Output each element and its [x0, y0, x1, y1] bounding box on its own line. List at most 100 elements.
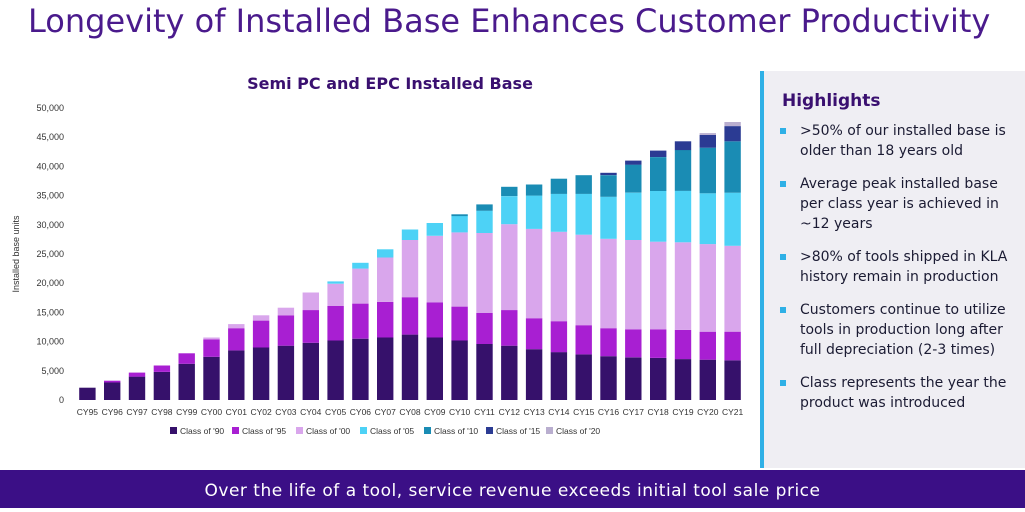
legend-swatch — [546, 427, 553, 434]
bar-segment — [252, 315, 270, 321]
bar-segment — [228, 328, 245, 351]
bar-segment — [302, 310, 319, 343]
legend-swatch — [424, 427, 431, 434]
panel-accent-bar — [760, 71, 764, 468]
y-tick-label: 20,000 — [36, 278, 64, 288]
bar-segment — [525, 184, 543, 196]
x-tick-label: CY09 — [424, 407, 446, 417]
bar-segment — [650, 157, 667, 191]
footer-banner: Over the life of a tool, service revenue… — [0, 470, 1025, 508]
chart-area: Semi PC and EPC Installed Base Installed … — [0, 62, 760, 462]
x-tick-label: CY98 — [151, 407, 173, 417]
bullet-icon — [780, 181, 786, 187]
bar-segment — [476, 313, 493, 344]
bar-segment — [525, 195, 543, 229]
bar-segment — [575, 175, 592, 194]
bar-segment — [153, 365, 171, 372]
bar-segment — [377, 257, 394, 302]
bar-segment — [327, 283, 344, 306]
bar-segment — [699, 133, 716, 135]
bullet-icon — [780, 254, 786, 260]
bar-segment — [228, 350, 245, 400]
legend-swatch — [296, 427, 303, 434]
bar-segment — [228, 324, 245, 329]
bar-segment — [277, 307, 295, 316]
x-tick-label: CY21 — [722, 407, 744, 417]
bar-segment — [426, 302, 443, 338]
bullet-icon — [780, 307, 786, 313]
bar-segment — [550, 231, 568, 322]
y-tick-label: 30,000 — [36, 220, 64, 230]
bar-segment — [79, 387, 96, 400]
x-tick-label: CY04 — [300, 407, 322, 417]
installed-base-chart: Semi PC and EPC Installed Base Installed … — [11, 74, 744, 436]
highlight-item: >80% of tools shipped in KLA history rem… — [776, 247, 1016, 287]
bar-segment — [724, 141, 741, 193]
bar-segment — [451, 214, 468, 217]
bar-segment — [674, 141, 692, 151]
bar-segment — [104, 380, 121, 383]
y-tick-label: 40,000 — [36, 161, 64, 171]
bar-segment — [352, 262, 369, 269]
bar-segment — [600, 175, 617, 197]
highlight-item: >50% of our installed base is older than… — [776, 121, 1016, 161]
x-tick-label: CY97 — [126, 407, 148, 417]
bar-segment — [451, 340, 468, 400]
legend-label: Class of '90 — [180, 426, 224, 436]
x-tick-label: CY18 — [647, 407, 669, 417]
bar-segment — [302, 342, 319, 400]
y-tick-label: 0 — [59, 395, 64, 405]
x-tick-label: CY14 — [548, 407, 570, 417]
bar-segment — [650, 190, 667, 242]
bar-segment — [600, 328, 617, 357]
bar-segment — [550, 352, 568, 400]
x-tick-label: CY15 — [573, 407, 595, 417]
footer-text: Over the life of a tool, service revenue… — [204, 481, 821, 501]
highlight-text: Customers continue to utilize tools in p… — [800, 302, 1006, 358]
bar-segment — [476, 233, 493, 313]
bar-segment — [600, 172, 617, 176]
legend-label: Class of '20 — [556, 426, 600, 436]
bar-segment — [525, 318, 543, 350]
x-tick-label: CY16 — [598, 407, 620, 417]
y-tick-label: 15,000 — [36, 307, 64, 317]
bar-segment — [203, 337, 220, 340]
bar-segment — [277, 345, 295, 400]
bar-segment — [525, 228, 543, 319]
highlight-text: >80% of tools shipped in KLA history rem… — [800, 249, 1008, 285]
bar-segment — [401, 334, 419, 400]
bar-segment — [625, 192, 642, 240]
bar-segment — [252, 320, 270, 348]
bar-segment — [501, 345, 518, 400]
highlights-title: Highlights — [782, 91, 881, 111]
bar-segment — [724, 192, 741, 246]
bar-segment — [699, 331, 716, 360]
bar-segment — [550, 178, 568, 194]
x-tick-label: CY13 — [523, 407, 545, 417]
legend-swatch — [360, 427, 367, 434]
bar-segment — [575, 325, 592, 355]
bar-segment — [501, 196, 518, 225]
bar-segment — [525, 349, 543, 400]
highlight-item: Average peak installed base per class ye… — [776, 174, 1016, 234]
bar-segment — [650, 358, 667, 400]
bar-segment — [277, 315, 295, 346]
bar-segment — [650, 241, 667, 330]
x-tick-label: CY96 — [102, 407, 124, 417]
bar-segment — [128, 372, 146, 377]
bar-segment — [476, 204, 493, 211]
bar-segment — [625, 329, 642, 358]
bar-segment — [426, 337, 443, 400]
bar-segment — [501, 310, 518, 346]
x-tick-label: CY08 — [399, 407, 421, 417]
x-tick-label: CY07 — [375, 407, 397, 417]
legend-label: Class of '05 — [370, 426, 414, 436]
bar-segment — [699, 244, 716, 332]
bar-segment — [724, 360, 741, 400]
x-tick-label: CY12 — [499, 407, 521, 417]
x-tick-label: CY05 — [325, 407, 347, 417]
legend-swatch — [232, 427, 239, 434]
bar-segment — [501, 224, 518, 310]
bar-segment — [501, 186, 518, 197]
x-tick-label: CY11 — [474, 407, 495, 417]
